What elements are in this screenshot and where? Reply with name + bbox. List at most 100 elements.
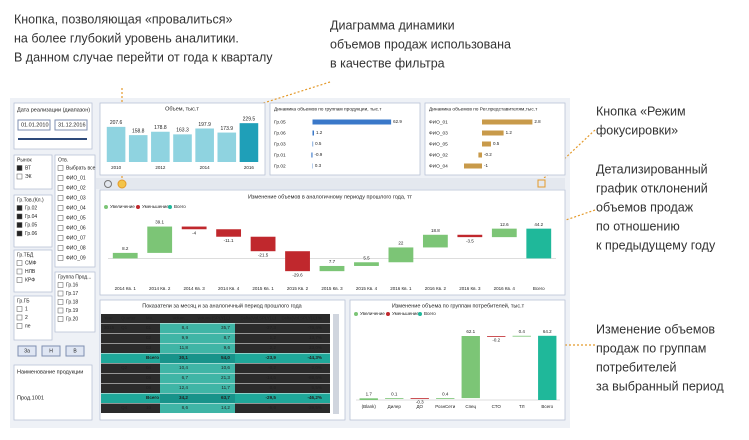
- bar[interactable]: [181, 226, 207, 230]
- bar[interactable]: [526, 228, 552, 259]
- checkbox[interactable]: [16, 205, 23, 211]
- bar[interactable]: [285, 251, 310, 272]
- bar[interactable]: [312, 141, 314, 147]
- data-label: 62.9: [393, 119, 402, 124]
- bar[interactable]: [512, 335, 531, 337]
- table-cell: -27,3: [266, 325, 277, 330]
- checkbox[interactable]: [57, 290, 64, 297]
- annotation: по отношению: [596, 219, 680, 233]
- checkbox[interactable]: [16, 314, 23, 321]
- bar[interactable]: [195, 128, 214, 162]
- bar[interactable]: [128, 135, 148, 162]
- bar[interactable]: [491, 228, 517, 238]
- bar[interactable]: [464, 163, 482, 169]
- checkbox[interactable]: [57, 195, 64, 201]
- checkbox[interactable]: [16, 173, 23, 180]
- y-tick-label: Гр.01: [274, 152, 286, 158]
- checkbox[interactable]: [57, 307, 64, 314]
- bar[interactable]: [106, 126, 126, 162]
- table-cell: Всего: [146, 355, 159, 360]
- bar[interactable]: [216, 229, 242, 237]
- date-input[interactable]: [54, 119, 88, 131]
- bar[interactable]: [239, 123, 259, 162]
- checkbox[interactable]: [16, 260, 23, 266]
- data-label: -21.5: [258, 252, 269, 257]
- bar[interactable]: [422, 234, 448, 248]
- checkbox[interactable]: [16, 268, 23, 275]
- data-label: -4: [192, 230, 196, 235]
- y-tick-label: ФИО_04: [429, 163, 448, 169]
- annotation: объемов продаж использована: [330, 37, 511, 51]
- bar[interactable]: [173, 134, 192, 162]
- checkbox[interactable]: [57, 316, 64, 322]
- bar[interactable]: [457, 234, 483, 238]
- legend-marker: [104, 205, 108, 209]
- bar[interactable]: [482, 141, 491, 147]
- bar[interactable]: [478, 152, 482, 158]
- bar[interactable]: [151, 131, 170, 162]
- bar[interactable]: [482, 130, 504, 136]
- checkbox[interactable]: [57, 175, 64, 181]
- checkbox-label: СМФ: [25, 260, 37, 266]
- button[interactable]: [41, 345, 61, 357]
- checkbox-label: НЛВ: [25, 269, 36, 275]
- checkbox[interactable]: [57, 225, 64, 231]
- checkbox-label: ЭК: [25, 174, 32, 180]
- x-tick-label: 2016: [244, 165, 255, 170]
- drill-button[interactable]: [117, 179, 127, 189]
- bar[interactable]: [217, 132, 237, 162]
- checkbox[interactable]: [57, 255, 64, 261]
- checkbox[interactable]: [57, 282, 64, 288]
- checkbox[interactable]: [57, 185, 64, 191]
- checkbox-label: пе: [25, 323, 31, 329]
- checkbox[interactable]: [16, 222, 23, 228]
- checkbox[interactable]: [16, 165, 23, 171]
- focus-button[interactable]: [537, 179, 546, 188]
- bar[interactable]: [250, 236, 276, 252]
- checkbox[interactable]: [57, 245, 64, 251]
- table-cell: 2,2: [270, 345, 277, 350]
- annotation: Кнопка, позволяющая «провалиться»: [14, 12, 233, 26]
- bar[interactable]: [487, 336, 506, 337]
- bar[interactable]: [388, 247, 414, 263]
- bar[interactable]: [312, 119, 392, 125]
- bar[interactable]: [354, 262, 379, 266]
- table-cell: 03: [146, 345, 152, 350]
- bar[interactable]: [482, 119, 533, 125]
- bar[interactable]: [112, 252, 138, 259]
- filter-title: Рынок: [17, 157, 32, 163]
- checkbox-label: 1: [25, 306, 28, 312]
- button[interactable]: [17, 345, 37, 357]
- checkbox[interactable]: [16, 306, 23, 312]
- bar[interactable]: [147, 226, 173, 253]
- data-label: -11.1: [224, 238, 234, 243]
- bar[interactable]: [461, 336, 480, 399]
- bar[interactable]: [311, 152, 313, 158]
- waterfall-panel: [99, 189, 566, 296]
- x-tick-label: РознСети: [435, 404, 455, 409]
- checkbox[interactable]: [16, 323, 23, 329]
- checkbox[interactable]: [16, 213, 23, 220]
- checkbox[interactable]: [16, 277, 23, 283]
- bar[interactable]: [359, 398, 378, 400]
- date-input[interactable]: [17, 119, 51, 131]
- checkbox[interactable]: [57, 299, 64, 305]
- bar[interactable]: [312, 130, 315, 136]
- y-tick-label: Гр.02: [274, 163, 286, 169]
- hbar-panel: [424, 102, 566, 176]
- bar[interactable]: [385, 398, 404, 399]
- bar[interactable]: [538, 335, 557, 400]
- annotation: Диаграмма динамики: [330, 18, 455, 32]
- table-cell: Q2: [121, 365, 128, 370]
- checkbox[interactable]: [57, 235, 64, 241]
- bar[interactable]: [410, 398, 429, 399]
- bar[interactable]: [436, 398, 455, 399]
- bar[interactable]: [319, 265, 345, 272]
- checkbox[interactable]: [57, 215, 64, 221]
- checkbox[interactable]: [57, 205, 64, 211]
- button[interactable]: [65, 345, 85, 357]
- drill-up-button[interactable]: [104, 180, 112, 188]
- checkbox[interactable]: [16, 230, 23, 237]
- table-cell: 30,1: [179, 355, 188, 360]
- checkbox[interactable]: [57, 165, 64, 171]
